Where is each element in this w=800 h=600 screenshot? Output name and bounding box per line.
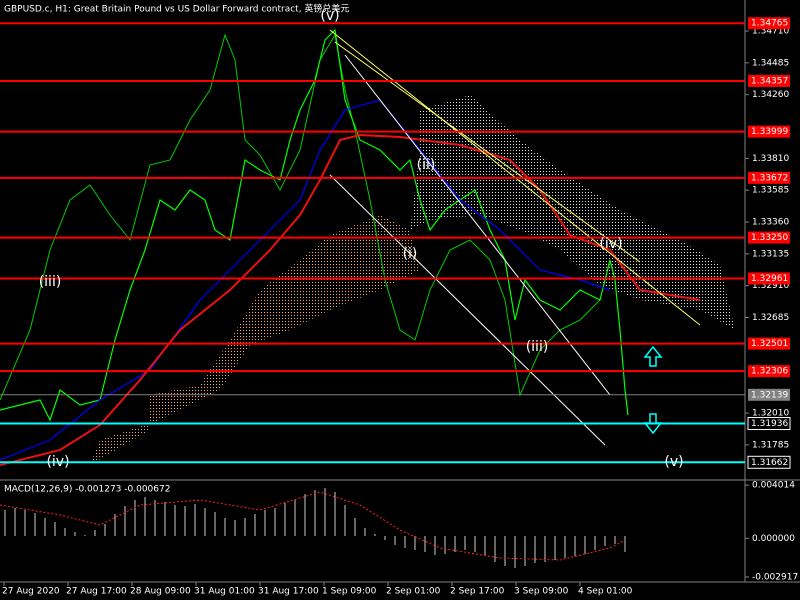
price-tick-label: 1.33135 (752, 249, 789, 259)
wave-label: (v) (320, 8, 339, 24)
time-label: 3 Sep 09:00 (514, 587, 569, 597)
macd-histogram (4, 488, 626, 568)
level-tag (748, 365, 790, 378)
level-label: 1.31662 (751, 458, 788, 468)
wave-label: (iii) (39, 274, 62, 290)
channel-line (329, 174, 606, 446)
level-tag (748, 171, 790, 184)
wave-label: (iv) (46, 454, 69, 470)
time-label: 28 Aug 09:00 (130, 587, 191, 597)
time-label: 31 Aug 17:00 (258, 587, 319, 597)
moving-average (0, 99, 611, 461)
level-tag (748, 388, 790, 401)
channel-line (344, 54, 611, 396)
wave-label: (iii) (526, 339, 549, 355)
level-tag (748, 272, 790, 285)
trend-line (334, 41, 641, 263)
level-label: 1.32961 (751, 274, 788, 284)
time-label: 27 Aug 2020 (2, 587, 60, 597)
time-label: 2 Sep 17:00 (450, 587, 505, 597)
level-label: 1.32306 (751, 367, 788, 377)
time-label: 2 Sep 01:00 (386, 587, 441, 597)
time-label: 4 Sep 01:00 (578, 587, 633, 597)
level-tag (748, 17, 790, 30)
macd-tick-label: 0.004014 (752, 481, 795, 491)
price-line (0, 28, 629, 422)
level-tag (747, 455, 791, 469)
level-tag (748, 125, 790, 138)
level-label: 1.31936 (751, 419, 788, 429)
price-tick-label: 1.33810 (752, 154, 789, 164)
price-tick-label: 1.32910 (752, 281, 789, 291)
level-tag (748, 74, 790, 87)
moving-average (0, 133, 701, 466)
price-tick-label: 1.34485 (752, 58, 789, 68)
price-tick-label: 1.32010 (752, 409, 789, 419)
level-label: 1.34357 (751, 76, 788, 86)
level-tag (748, 231, 790, 244)
macd-tick-label: -0.002917 (752, 572, 798, 582)
wave-label: (ii) (417, 157, 436, 173)
level-label: 1.33999 (751, 127, 788, 137)
price-tick-label: 1.31785 (752, 440, 789, 450)
level-label: 1.33250 (751, 233, 788, 243)
wave-label: (iv) (599, 236, 622, 252)
price-tick-label: 1.33585 (752, 186, 789, 196)
wave-label: (i) (403, 246, 418, 262)
price-tick-label: 1.34710 (752, 26, 789, 36)
level-label: 1.32501 (751, 339, 788, 349)
chart-title: GBPUSD.c, H1: Great Britain Pound vs US … (4, 3, 349, 15)
macd-tick-label: 0.000000 (752, 534, 795, 544)
level-label: 1.33672 (751, 173, 788, 183)
price-tick-label: 1.32685 (752, 313, 789, 323)
wave-label: (v) (664, 454, 683, 470)
level-label: 1.34765 (751, 19, 788, 29)
price-tick-label: 1.33360 (752, 218, 789, 228)
time-label: 27 Aug 17:00 (66, 587, 127, 597)
arrow-up (643, 345, 663, 367)
level-label: 1.32139 (751, 390, 788, 400)
level-tag (748, 337, 790, 350)
price-tick-label: 1.34260 (752, 90, 789, 100)
macd-label: MACD(12,26,9) -0.001273 -0.000672 (4, 485, 170, 495)
macd-signal (0, 491, 626, 561)
time-label: 31 Aug 01:00 (194, 587, 255, 597)
time-label: 1 Sep 09:00 (322, 587, 377, 597)
level-tag (747, 417, 791, 431)
